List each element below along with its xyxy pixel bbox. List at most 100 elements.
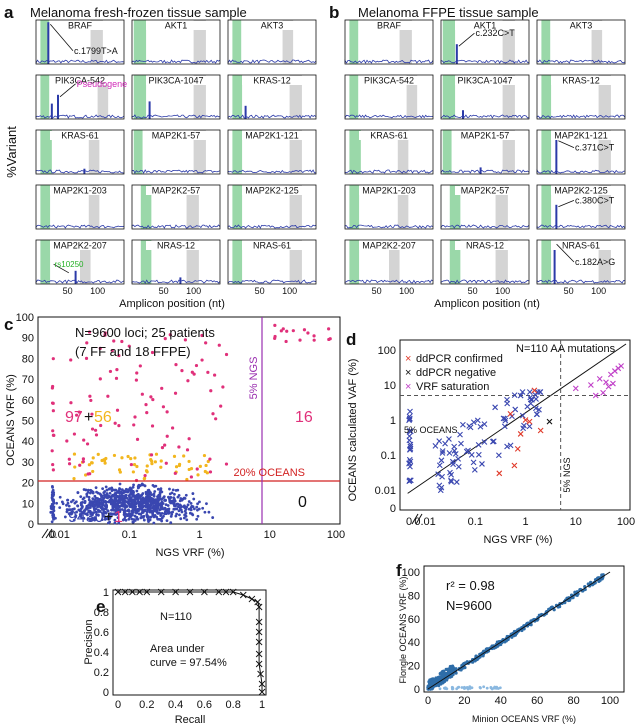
c-point-blue xyxy=(189,506,193,509)
a-trace xyxy=(131,279,221,284)
c-point-pink-ngs xyxy=(302,328,307,332)
c-point-blue xyxy=(86,490,90,494)
panel-a-ylabel: %Variant xyxy=(4,126,19,178)
a-annotation-arrow xyxy=(53,263,69,274)
a-region-green xyxy=(133,130,143,174)
e-curve-marker xyxy=(258,680,266,688)
c-point-orange xyxy=(159,465,163,469)
c-point-blue xyxy=(135,515,139,519)
b-subplot-title-bg xyxy=(359,21,419,30)
c-point-blue xyxy=(118,482,122,486)
d-point-blue xyxy=(481,439,488,445)
b-subplot-title: BRAF xyxy=(377,21,402,31)
d-point-blue xyxy=(446,436,452,442)
c-point-blue xyxy=(164,509,168,513)
panel-c-points xyxy=(49,323,332,525)
c-point-orange xyxy=(187,459,191,464)
f-point xyxy=(547,607,551,612)
a-region-grey xyxy=(80,240,91,284)
b-annotation-label: c.232C>T xyxy=(475,28,515,38)
a-xtick-label: 50 xyxy=(63,286,73,296)
c-point-blue xyxy=(122,494,126,498)
panel-a: a Melanoma fresh-frozen tissue sample %V… xyxy=(4,3,317,310)
c-point-pink xyxy=(224,462,229,466)
c-point-blue xyxy=(107,487,111,491)
f-point-floor xyxy=(496,687,500,690)
c-point-blue xyxy=(120,488,124,492)
panel-c-ngs-threshold-label: 5% NGS xyxy=(248,357,260,400)
f-point xyxy=(529,623,533,627)
c-xtick-label: 100 xyxy=(327,529,345,541)
b-region-grey xyxy=(598,130,611,174)
c-point-pink xyxy=(171,426,175,430)
c-point-orange xyxy=(149,457,153,462)
c-point-blue xyxy=(152,506,156,510)
f-ytick-label: 80 xyxy=(408,590,420,602)
c-point-blue xyxy=(195,505,199,509)
c-point-orange xyxy=(145,464,149,468)
c-point-blue xyxy=(184,493,188,497)
c-point-pink xyxy=(127,344,131,348)
panel-f: f r² = 0.98 N=9600 0 20 40 60 80 100 0 20 40 60 80… xyxy=(396,561,625,724)
c-point-blue xyxy=(173,504,176,508)
d-point-blue xyxy=(474,417,481,424)
c-point-pink xyxy=(140,392,144,396)
d-point-blue xyxy=(521,422,527,429)
c-point-pink xyxy=(150,350,155,355)
d-point-blue xyxy=(526,389,533,395)
b-region-green xyxy=(442,20,456,64)
c-point-pink xyxy=(160,446,165,450)
c-point-blue xyxy=(93,508,96,512)
b-region-green xyxy=(349,130,361,174)
d-point-blue xyxy=(528,396,534,403)
a-subplot-nras-61: NRAS-61 50 100 xyxy=(227,239,317,296)
a-region-grey xyxy=(88,185,100,229)
f-point-low xyxy=(427,681,432,685)
panel-c-count-lower-left-pink: 1 xyxy=(114,509,123,526)
c-point-pink xyxy=(110,348,114,353)
c-point-blue xyxy=(72,507,76,511)
panel-e: e N=110 Area under curve = 97.54% 0 0.2 0.… xyxy=(83,587,267,726)
e-curve-marker xyxy=(255,638,263,646)
c-point-blue xyxy=(183,506,187,510)
c-point-pink xyxy=(165,410,169,414)
b-subplot-frame xyxy=(344,129,434,175)
a-subplot-frame xyxy=(131,239,221,285)
a-region-grey xyxy=(193,20,206,64)
a-subplot-title: AKT3 xyxy=(261,21,284,31)
c-point-pink xyxy=(208,457,212,461)
c-point-blue xyxy=(94,496,98,500)
d-point-vrf-saturation xyxy=(603,379,609,386)
d-point-blue xyxy=(504,400,511,407)
panel-e-title: N=110 xyxy=(160,611,192,623)
c-point-blue xyxy=(74,515,77,519)
a-region-green xyxy=(40,75,50,119)
b-region-green xyxy=(541,240,552,284)
a-subplot-title: MAP2K1-57 xyxy=(152,131,201,141)
c-point-pink xyxy=(94,433,99,437)
c-point-blue xyxy=(101,503,105,507)
a-annotation-label: c.1799T>A xyxy=(74,46,118,56)
c-point-blue xyxy=(190,512,194,516)
c-point-blue xyxy=(104,485,108,489)
d-point-blue xyxy=(536,406,542,413)
d-point-blue xyxy=(442,440,448,447)
e-curve-marker xyxy=(186,588,194,596)
a-xtick-label: 100 xyxy=(282,286,297,296)
c-ytick-label: 80 xyxy=(22,353,34,365)
c-point-blue xyxy=(196,508,199,512)
c-point-orange xyxy=(112,453,117,458)
b-region-green xyxy=(541,75,552,119)
c-point-pink-ngs xyxy=(279,329,283,333)
c-point-blue xyxy=(131,492,135,496)
c-point-blue xyxy=(76,504,80,508)
a-region-grey xyxy=(186,185,199,229)
b-region-green xyxy=(449,185,461,229)
b-subplot-title: PIK3CA-1047 xyxy=(457,76,512,86)
f-xtick-label: 80 xyxy=(567,695,579,707)
a-subplot-frame xyxy=(131,129,221,175)
d-fit-line xyxy=(407,343,627,494)
b-subplot-title-bg xyxy=(455,21,515,30)
a-region-grey xyxy=(193,75,206,119)
d-point-blue-zero xyxy=(406,477,413,484)
